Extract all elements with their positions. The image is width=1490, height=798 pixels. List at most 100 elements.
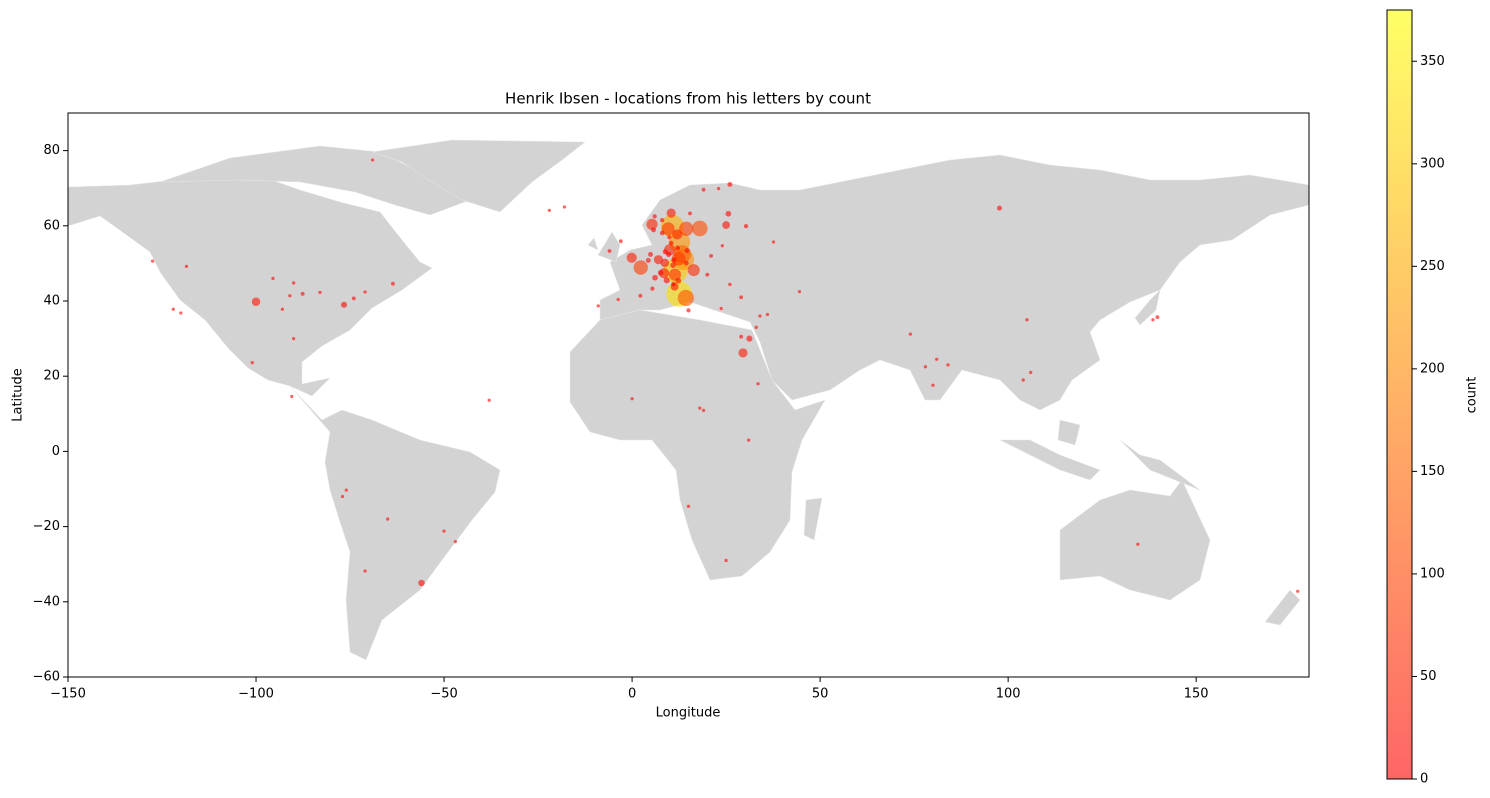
point [340, 301, 348, 308]
point [720, 244, 724, 248]
land [68, 139, 1309, 661]
colorbar-label: count [1465, 377, 1480, 414]
point [727, 181, 733, 187]
point [250, 361, 254, 365]
point [739, 295, 744, 300]
point [442, 529, 446, 533]
point [716, 186, 721, 191]
point [686, 504, 691, 508]
point [291, 336, 296, 341]
point [344, 488, 348, 492]
point [705, 272, 710, 277]
point [725, 210, 732, 217]
y-tick-label: −40 [33, 594, 60, 609]
point [701, 408, 706, 413]
point [596, 304, 600, 308]
y-tick-label: 20 [43, 369, 60, 384]
colorbar-tick-label: 100 [1420, 566, 1445, 581]
x-tick-label: −50 [430, 687, 457, 702]
point [665, 251, 672, 257]
point [743, 224, 749, 229]
point [672, 229, 683, 240]
point [728, 282, 732, 287]
point [370, 158, 375, 162]
x-tick-label: 100 [996, 687, 1021, 702]
point [607, 249, 612, 253]
point [660, 218, 665, 223]
x-tick-label: 150 [1184, 687, 1209, 702]
y-tick-label: 40 [43, 294, 60, 309]
point [666, 208, 676, 218]
y-tick-label: 0 [52, 444, 60, 459]
y-tick-label: 60 [43, 218, 60, 233]
point [547, 208, 552, 213]
point [797, 289, 802, 294]
point [650, 286, 655, 291]
point [663, 277, 670, 284]
y-axis-label: Latitude [11, 368, 26, 422]
point [171, 307, 175, 311]
point [453, 539, 457, 544]
point [363, 569, 367, 573]
point [679, 221, 694, 236]
point [684, 248, 690, 254]
points [150, 158, 1300, 593]
chart-title: Henrik Ibsen - locations from his letter… [505, 90, 871, 108]
point [645, 257, 651, 263]
point [626, 252, 637, 263]
colorbar-tick-label: 150 [1420, 464, 1445, 479]
colorbar-tick-label: 0 [1420, 772, 1428, 787]
point [661, 222, 675, 236]
point [150, 259, 155, 263]
point [747, 438, 751, 442]
point [671, 281, 676, 287]
point [997, 205, 1002, 211]
point [1029, 370, 1033, 375]
point [179, 311, 183, 315]
point [487, 398, 491, 402]
point [677, 289, 694, 307]
point [1136, 542, 1140, 546]
point [935, 357, 939, 361]
point [184, 264, 189, 269]
point [390, 281, 395, 286]
point [739, 334, 744, 339]
colorbar [1386, 9, 1413, 780]
point [771, 240, 776, 244]
colorbar-tick-label: 300 [1420, 156, 1445, 171]
plot-frame [67, 112, 1310, 678]
point [288, 294, 292, 298]
x-tick-label: 50 [812, 687, 829, 702]
point [386, 517, 390, 521]
point [667, 234, 672, 240]
colorbar-tick-label: 200 [1420, 361, 1445, 376]
point [738, 348, 748, 358]
colorbar-tick-label: 250 [1420, 259, 1445, 274]
point [1025, 318, 1029, 322]
colorbar-tick-label: 350 [1420, 54, 1445, 69]
point [746, 335, 753, 342]
point [340, 494, 345, 499]
x-tick-label: −100 [238, 687, 274, 702]
point [671, 257, 677, 263]
point [701, 187, 706, 192]
y-tick-label: 80 [43, 143, 60, 158]
point [657, 269, 664, 276]
point [290, 394, 294, 399]
y-tick-label: −60 [33, 670, 60, 685]
point [691, 220, 708, 237]
point [351, 296, 356, 301]
point [646, 218, 658, 230]
point [670, 262, 676, 269]
point [562, 205, 567, 209]
point [668, 240, 674, 246]
colorbar-tick-label: 50 [1420, 669, 1437, 684]
point [908, 332, 913, 336]
point [709, 253, 713, 258]
point [1155, 315, 1160, 320]
point [291, 281, 296, 285]
point [653, 255, 663, 265]
point [659, 230, 665, 236]
point [300, 291, 305, 296]
point [616, 297, 620, 302]
